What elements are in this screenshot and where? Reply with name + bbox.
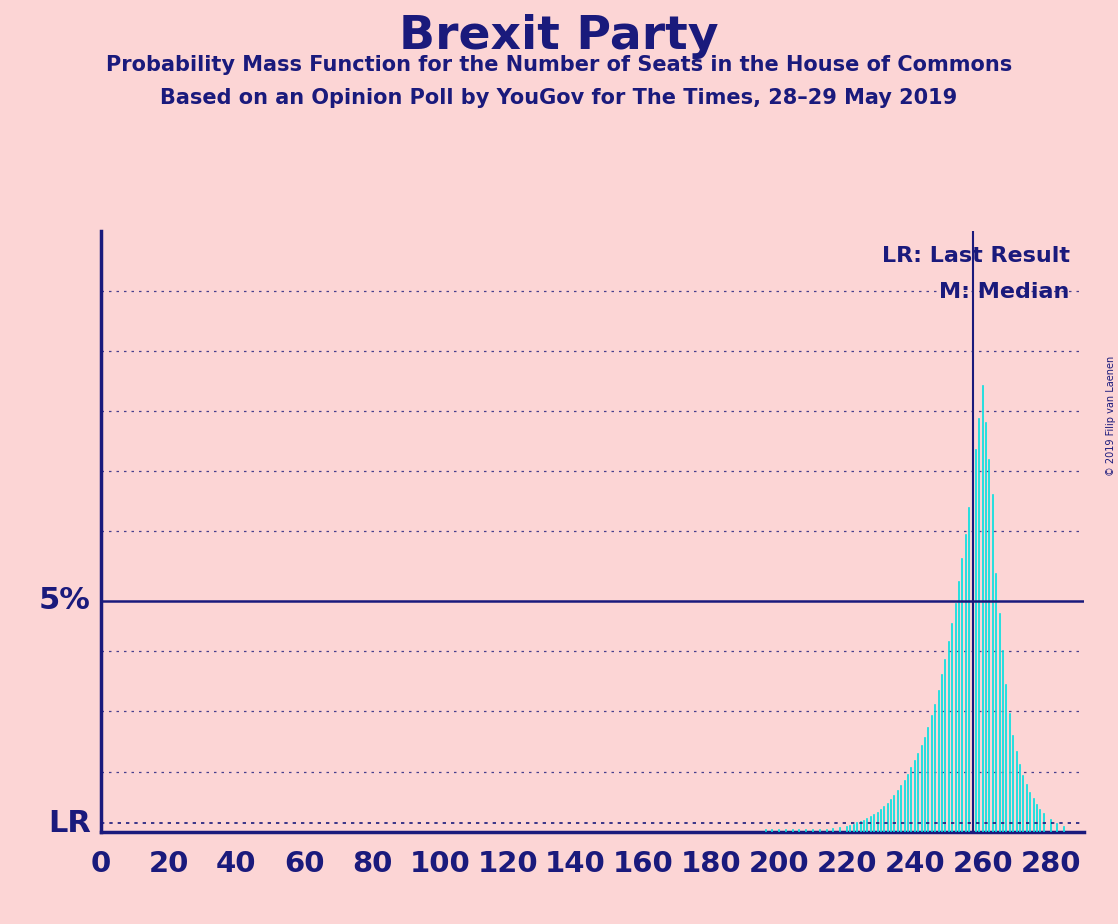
Text: 5%: 5%	[39, 586, 91, 615]
Text: © 2019 Filip van Laenen: © 2019 Filip van Laenen	[1106, 356, 1116, 476]
Text: LR: Last Result: LR: Last Result	[882, 246, 1070, 266]
Text: Brexit Party: Brexit Party	[399, 14, 719, 59]
Text: Probability Mass Function for the Number of Seats in the House of Commons: Probability Mass Function for the Number…	[106, 55, 1012, 76]
Text: Based on an Opinion Poll by YouGov for The Times, 28–29 May 2019: Based on an Opinion Poll by YouGov for T…	[160, 88, 958, 108]
Text: M: Median: M: Median	[939, 282, 1070, 302]
Text: LR: LR	[48, 808, 91, 838]
